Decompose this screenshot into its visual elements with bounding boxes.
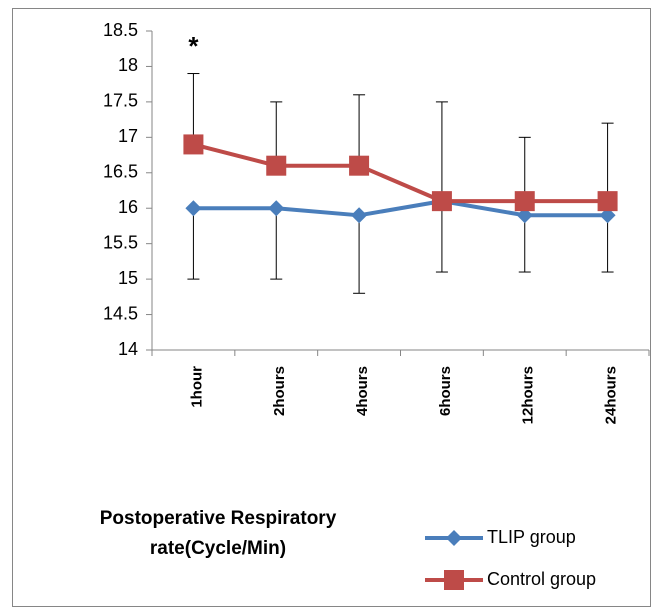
marker xyxy=(349,155,370,176)
y-tick-label: 15.5 xyxy=(103,232,138,252)
series-line xyxy=(193,199,608,218)
error-bar xyxy=(270,208,283,280)
marker xyxy=(268,200,285,217)
legend-label: Control group xyxy=(487,569,596,589)
marker xyxy=(183,134,204,155)
error-bar xyxy=(601,122,614,202)
y-tick-label: 18 xyxy=(118,55,138,75)
error-bar xyxy=(353,94,366,166)
x-tick-label: 24hours xyxy=(603,366,620,424)
marker xyxy=(431,191,452,212)
x-tick-label: 1hour xyxy=(188,366,205,408)
error-bar xyxy=(518,215,531,273)
legend-label: TLIP group xyxy=(487,527,576,547)
annotation: * xyxy=(188,31,199,61)
error-bar xyxy=(601,215,614,273)
legend-marker xyxy=(444,570,464,590)
error-bar xyxy=(353,215,366,294)
x-tick-label: 12hours xyxy=(520,366,537,424)
y-tick-label: 18.5 xyxy=(103,20,138,40)
marker xyxy=(514,191,535,212)
y-tick-label: 16 xyxy=(118,197,138,217)
y-tick-label: 17.5 xyxy=(103,91,138,111)
x-tick-label: 6hours xyxy=(437,366,454,416)
series-line xyxy=(192,142,608,204)
y-tick-label: 15 xyxy=(118,268,138,288)
marker xyxy=(185,200,202,217)
error-bar xyxy=(518,136,531,202)
marker xyxy=(599,207,616,224)
legend-marker xyxy=(446,530,462,546)
marker xyxy=(516,207,533,224)
chart-title: Postoperative Respiratory rate(Cycle/Min… xyxy=(99,508,337,559)
x-tick-label: 2hours xyxy=(271,366,288,416)
marker xyxy=(266,155,287,176)
y-tick-label: 14.5 xyxy=(103,303,138,323)
error-bar xyxy=(435,101,448,202)
x-tick-label: 4hours xyxy=(354,366,371,416)
error-bar xyxy=(270,101,283,166)
marker xyxy=(597,191,618,212)
y-tick-label: 14 xyxy=(118,339,138,359)
y-tick-label: 17 xyxy=(118,126,138,146)
error-bar xyxy=(187,208,200,280)
marker xyxy=(351,207,368,224)
y-tick-label: 16.5 xyxy=(103,162,138,182)
chart-frame xyxy=(12,8,651,607)
error-bar xyxy=(187,73,200,145)
error-bar xyxy=(435,201,448,273)
